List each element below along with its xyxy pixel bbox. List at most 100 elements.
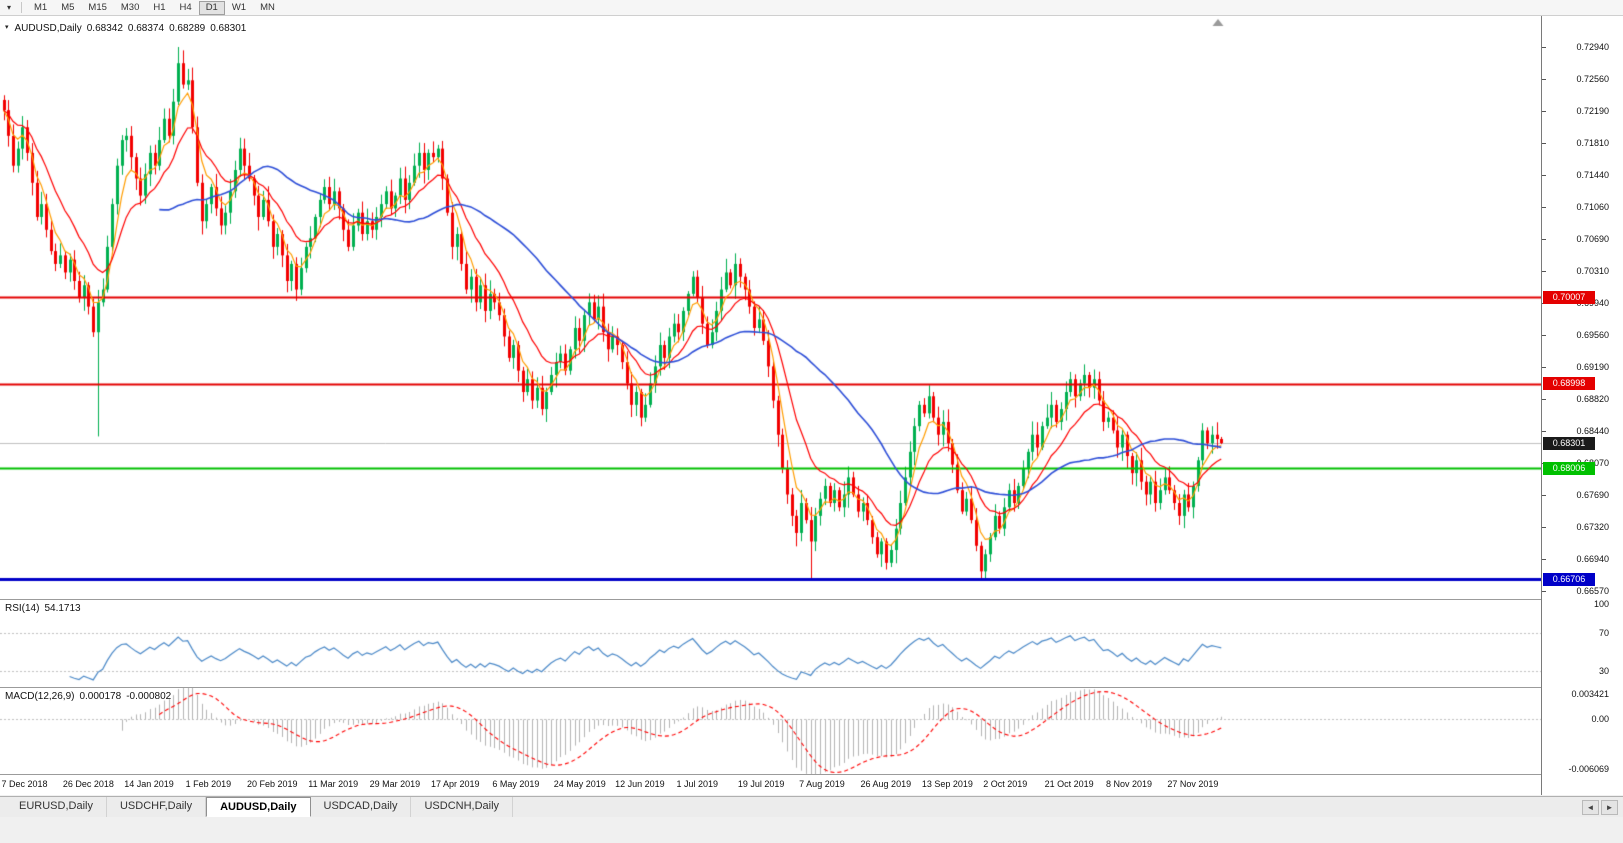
price-tick-label: 0.71440 <box>1576 170 1609 180</box>
date-axis-label: 21 Oct 2019 <box>1044 779 1094 789</box>
axis-tickmark <box>1542 207 1546 208</box>
date-axis-label: 14 Jan 2019 <box>124 779 174 789</box>
rsi-axis-label: 30 <box>1598 666 1609 677</box>
macd-main-value: 0.000178 <box>79 691 122 702</box>
axis-tickmark <box>1542 143 1546 144</box>
date-axis-label: 17 Apr 2019 <box>431 779 480 789</box>
timeframe-button-w1[interactable]: W1 <box>225 1 253 15</box>
support-price-badge[interactable]: 0.68006 <box>1543 462 1595 475</box>
rsi-current-value: 54.1713 <box>44 603 81 614</box>
chart-tab-usdchf[interactable]: USDCHF,Daily <box>107 797 207 817</box>
axis-tickmark <box>1542 527 1546 528</box>
price-rsi-pane-divider[interactable] <box>0 599 1623 600</box>
chart-tab-usdcad[interactable]: USDCAD,Daily <box>311 797 412 817</box>
rsi-macd-pane-divider[interactable] <box>0 687 1623 688</box>
date-axis-label: 19 Jul 2019 <box>737 779 785 789</box>
price-tick-label: 0.72190 <box>1576 106 1609 116</box>
axis-tickmark <box>1542 559 1546 560</box>
date-axis-label: 27 Nov 2019 <box>1167 779 1219 789</box>
chart-tabs-bar: EURUSD,Daily USDCHF,Daily AUDUSD,Daily USDC… <box>0 796 1623 817</box>
date-axis-label: 8 Nov 2019 <box>1105 779 1153 789</box>
price-tick-label: 0.72560 <box>1576 74 1609 84</box>
date-axis-label: 11 Mar 2019 <box>308 779 359 789</box>
timeframe-toolbar: ▾ M1 M5 M15 M30 H1 H4 D1 W1 MN <box>0 0 1623 16</box>
price-axis[interactable]: 0.72940 0.72560 0.72190 0.71810 0.71440 0.710… <box>1541 16 1623 795</box>
macd-axis-label: 0.003421 <box>1571 689 1609 699</box>
price-tick-label: 0.70690 <box>1576 234 1609 244</box>
ohlc-open-value: 0.68342 <box>86 23 123 34</box>
tabs-scroll-right-icon[interactable]: ► <box>1601 800 1618 815</box>
axis-tickmark <box>1542 591 1546 592</box>
macd-axis-label: 0.00 <box>1591 714 1609 724</box>
timeframe-button-m15[interactable]: M15 <box>81 1 113 15</box>
timeframe-button-m30[interactable]: M30 <box>114 1 146 15</box>
rsi-axis-label: 70 <box>1598 627 1609 638</box>
price-tick-label: 0.67690 <box>1576 490 1609 500</box>
price-chart-canvas[interactable] <box>0 16 1541 599</box>
toolbar-separator <box>21 2 22 13</box>
date-axis-label: 1 Feb 2019 <box>185 779 232 789</box>
rsi-indicator-canvas[interactable] <box>0 600 1541 687</box>
axis-tickmark <box>1542 431 1546 432</box>
tabs-scroll-controls: ◄ ► <box>1582 800 1618 815</box>
axis-tickmark <box>1542 495 1546 496</box>
date-axis-label: 24 May 2019 <box>553 779 606 789</box>
ohlc-low-value: 0.68289 <box>169 23 206 34</box>
chart-tab-usdcnh[interactable]: USDCNH,Daily <box>411 797 514 817</box>
date-axis-label: 20 Feb 2019 <box>246 779 298 789</box>
axis-tickmark <box>1542 335 1546 336</box>
tabs-scroll-left-icon[interactable]: ◄ <box>1582 800 1599 815</box>
macd-signal-value: -0.000802 <box>126 691 172 702</box>
chart-menu-dropdown-icon[interactable]: ▾ <box>2 1 16 15</box>
resistance-2-price-badge[interactable]: 0.68998 <box>1543 377 1595 390</box>
rsi-indicator-label: RSI(14) <box>5 603 40 614</box>
price-tick-label: 0.68440 <box>1576 426 1609 436</box>
date-axis-label: 13 Sep 2019 <box>921 779 973 789</box>
timeframe-button-h4[interactable]: H4 <box>173 1 199 15</box>
macd-axis-label: -0.006069 <box>1568 764 1609 774</box>
macd-indicator-canvas[interactable] <box>0 688 1541 774</box>
date-axis-label: 7 Dec 2018 <box>1 779 48 789</box>
timeframe-button-mn[interactable]: MN <box>253 1 282 15</box>
timeframe-buttons-group: M1 M5 M15 M30 H1 H4 D1 W1 MN <box>27 0 282 15</box>
timeframe-button-h1[interactable]: H1 <box>146 1 172 15</box>
date-axis-label: 7 Aug 2019 <box>799 779 845 789</box>
axis-tickmark <box>1542 399 1546 400</box>
axis-tickmark <box>1542 239 1546 240</box>
axis-tickmark <box>1542 175 1546 176</box>
date-axis-label: 6 May 2019 <box>492 779 540 789</box>
price-tick-label: 0.67320 <box>1576 522 1609 532</box>
price-tick-label: 0.69190 <box>1576 362 1609 372</box>
price-tick-label: 0.71810 <box>1576 138 1609 148</box>
price-tick-label: 0.68820 <box>1576 394 1609 404</box>
timeframe-button-m1[interactable]: M1 <box>27 1 54 15</box>
rsi-panel-title: RSI(14) 54.1713 <box>5 603 81 614</box>
date-axis-label: 26 Dec 2018 <box>62 779 114 789</box>
chart-symbol-label: AUDUSD,Daily <box>14 23 82 34</box>
collapse-arrow-icon[interactable]: ▾ <box>5 24 9 31</box>
macd-panel-title: MACD(12,26,9) 0.000178 -0.000802 <box>5 691 171 702</box>
axis-tickmark <box>1542 111 1546 112</box>
price-tick-label: 0.70310 <box>1576 266 1609 276</box>
resistance-1-price-badge[interactable]: 0.70007 <box>1543 291 1595 304</box>
axis-tickmark <box>1542 47 1546 48</box>
chart-tab-audusd[interactable]: AUDUSD,Daily <box>206 797 311 817</box>
chart-tab-eurusd[interactable]: EURUSD,Daily <box>6 797 107 817</box>
axis-tickmark <box>1542 367 1546 368</box>
date-axis-label: 26 Aug 2019 <box>860 779 912 789</box>
chart-title: ▾ AUDUSD,Daily 0.68342 0.68374 0.68289 0… <box>5 23 246 34</box>
price-tick-label: 0.66940 <box>1576 554 1609 564</box>
timeframe-button-m5[interactable]: M5 <box>54 1 81 15</box>
price-tick-label: 0.66570 <box>1576 586 1609 596</box>
price-tick-label: 0.72940 <box>1576 42 1609 52</box>
date-axis[interactable]: 7 Dec 2018 26 Dec 2018 14 Jan 2019 1 Feb 20… <box>0 775 1541 795</box>
price-tick-label: 0.71060 <box>1576 202 1609 212</box>
price-tick-label: 0.69560 <box>1576 330 1609 340</box>
last-price-price-badge: 0.68301 <box>1543 437 1595 450</box>
support-major-price-badge[interactable]: 0.66706 <box>1543 573 1595 586</box>
axis-tickmark <box>1542 271 1546 272</box>
timeframe-button-d1[interactable]: D1 <box>198 0 225 15</box>
ohlc-high-value: 0.68374 <box>127 23 165 34</box>
date-axis-label: 1 Jul 2019 <box>676 779 718 789</box>
date-axis-divider <box>0 774 1623 775</box>
